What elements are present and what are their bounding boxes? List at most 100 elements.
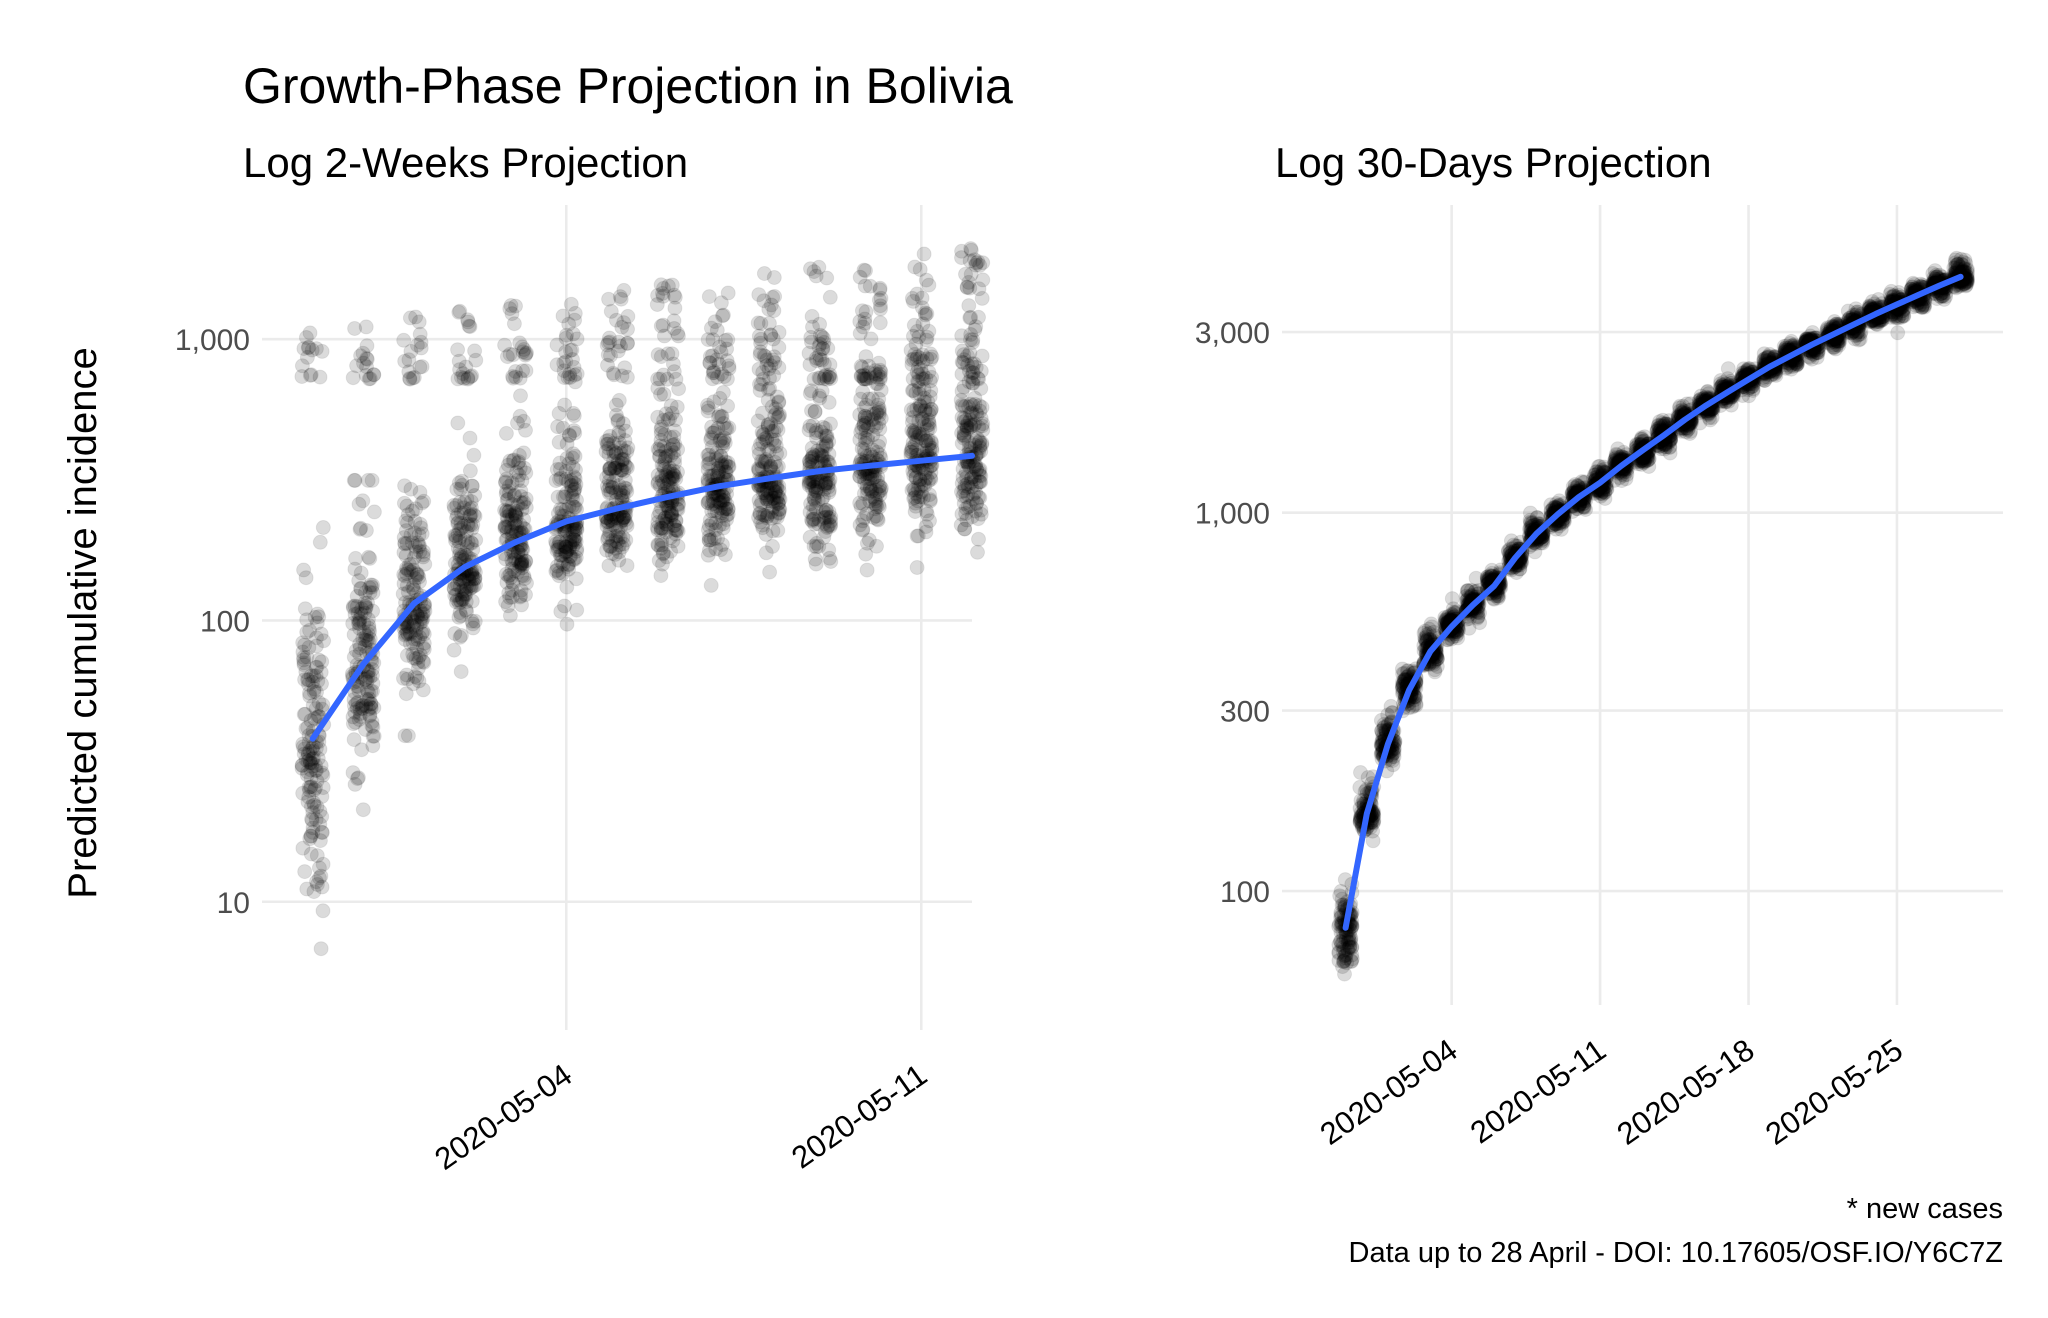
data-point <box>653 387 668 402</box>
data-point <box>352 646 367 662</box>
data-point <box>362 708 378 724</box>
data-point <box>1576 499 1592 515</box>
data-point <box>296 649 312 665</box>
data-point <box>909 560 925 575</box>
data-point <box>345 716 361 732</box>
data-point <box>303 755 319 771</box>
data-point <box>360 669 376 685</box>
panel-2-weeks-x-ticks: 2020-05-04 2020-05-11 <box>428 1057 933 1177</box>
data-point <box>355 802 371 818</box>
data-point <box>304 811 320 827</box>
data-point <box>348 550 364 566</box>
data-point <box>314 765 330 781</box>
data-point <box>653 433 669 448</box>
data-point <box>312 741 328 757</box>
data-point <box>310 751 326 766</box>
data-point <box>303 779 319 795</box>
data-point <box>314 825 330 841</box>
figure-title: Growth-Phase Projection in Bolivia <box>243 58 1013 114</box>
data-point <box>297 601 313 617</box>
data-point-outlier <box>965 335 980 350</box>
data-point-outlier <box>963 241 979 257</box>
data-point <box>308 638 324 654</box>
data-point <box>768 438 784 454</box>
data-point <box>349 700 365 716</box>
panel-30-days: Log 30-Days Projection 1003001,0003,000 … <box>1195 139 2003 1152</box>
data-point-outlier <box>347 321 363 336</box>
data-point <box>309 630 324 646</box>
panel-2-weeks-grid <box>262 205 972 1030</box>
data-point <box>449 510 464 526</box>
data-point <box>303 828 319 844</box>
data-point-outlier <box>872 315 888 331</box>
data-point <box>357 672 373 688</box>
data-point <box>361 691 377 707</box>
data-point <box>295 736 311 752</box>
data-point <box>1338 931 1354 947</box>
y-tick-label: 100 <box>200 605 250 638</box>
data-point <box>453 664 469 680</box>
data-point <box>297 706 313 722</box>
data-point <box>566 408 582 424</box>
data-point <box>366 504 382 520</box>
data-point <box>518 465 534 481</box>
data-point-outlier <box>918 307 933 323</box>
data-point <box>858 546 874 562</box>
data-point <box>653 568 669 584</box>
data-point <box>351 712 367 727</box>
data-point <box>365 585 381 601</box>
data-point <box>303 846 319 862</box>
data-point <box>295 785 311 801</box>
data-point-outlier <box>458 359 474 375</box>
data-point <box>303 779 318 795</box>
data-point-outlier <box>721 358 737 374</box>
data-point <box>868 493 884 509</box>
data-point <box>299 649 315 665</box>
data-point <box>770 488 786 503</box>
data-point <box>1336 953 1352 969</box>
data-point-outlier <box>963 266 979 282</box>
data-point-outlier <box>301 339 317 355</box>
data-point <box>453 628 469 643</box>
data-point <box>411 527 427 543</box>
data-point <box>302 831 318 847</box>
data-point-outlier <box>667 289 683 305</box>
data-point <box>360 472 376 488</box>
data-point <box>362 670 378 685</box>
data-point <box>306 750 321 766</box>
data-point <box>922 513 937 529</box>
data-point <box>348 643 364 658</box>
data-point <box>664 469 680 485</box>
data-point <box>308 740 324 756</box>
data-point-outlier <box>756 266 772 281</box>
data-point <box>510 415 525 431</box>
data-point <box>712 433 728 449</box>
data-point-outlier <box>771 339 787 355</box>
data-point <box>315 520 331 535</box>
data-point <box>617 433 633 448</box>
data-point <box>309 874 324 890</box>
data-point-outlier <box>616 282 632 298</box>
data-point-outlier <box>620 308 636 324</box>
data-point <box>560 556 576 572</box>
data-point-outlier <box>345 370 361 386</box>
data-point <box>550 539 566 555</box>
data-point <box>303 762 319 778</box>
data-point <box>361 634 377 650</box>
data-point <box>618 532 634 548</box>
data-point <box>909 401 925 417</box>
data-point <box>396 576 412 592</box>
data-point <box>354 698 370 714</box>
data-point <box>398 548 414 564</box>
data-point <box>295 644 311 660</box>
data-point <box>302 754 318 770</box>
data-point <box>516 512 532 527</box>
data-point <box>300 753 316 769</box>
data-point <box>309 799 325 815</box>
data-point <box>657 510 673 526</box>
data-point-outlier <box>600 347 616 363</box>
data-point <box>309 877 325 892</box>
data-point <box>559 436 575 452</box>
data-point <box>306 795 321 810</box>
data-point <box>815 450 830 466</box>
